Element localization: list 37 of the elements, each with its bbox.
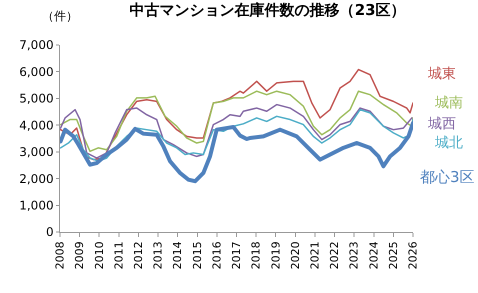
series-label: 都心3区 xyxy=(420,168,475,186)
y-tick-label: 0 xyxy=(46,225,54,240)
series-label: 城西 xyxy=(427,116,456,132)
line-series xyxy=(60,68,413,160)
chart-title: 中古マンション在庫件数の推移（23区） xyxy=(130,0,406,19)
line-series xyxy=(60,90,413,152)
x-tick-label: 2009 xyxy=(73,241,86,270)
y-tick-label: 5,000 xyxy=(19,92,54,106)
x-tick-label: 2021 xyxy=(308,241,322,270)
x-tick-label: 2013 xyxy=(152,241,165,270)
x-tick-label: 2018 xyxy=(250,241,263,270)
y-tick-label: 6,000 xyxy=(19,64,54,79)
x-tick-label: 2026 xyxy=(406,241,420,270)
x-tick-label: 2024 xyxy=(367,241,380,270)
x-tick-label: 2010 xyxy=(92,241,106,270)
x-tick-label: 2017 xyxy=(230,241,244,270)
y-tick-label: 1,000 xyxy=(19,198,54,212)
x-tick-label: 2022 xyxy=(328,241,342,270)
y-tick-label: 7,000 xyxy=(19,38,54,52)
x-tick-label: 2015 xyxy=(190,241,204,270)
x-tick-label: 2023 xyxy=(348,241,361,270)
x-tick-label: 2008 xyxy=(54,241,67,270)
x-tick-label: 2016 xyxy=(210,241,224,270)
series-label: 城南 xyxy=(434,95,463,111)
x-tick-label: 2012 xyxy=(132,241,146,270)
x-tick-label: 2014 xyxy=(171,241,184,270)
y-tick-label: 2,000 xyxy=(19,172,54,186)
series-label: 城東 xyxy=(427,66,456,82)
line-series xyxy=(60,121,413,184)
x-tick-label: 2020 xyxy=(288,241,302,270)
x-tick-label: 2011 xyxy=(112,241,126,270)
y-axis-title: （件） xyxy=(42,9,78,23)
series-label: 城北 xyxy=(434,135,463,151)
y-tick-label: 3,000 xyxy=(19,145,54,160)
x-tick-label: 2019 xyxy=(269,241,282,270)
y-tick-label: 4,000 xyxy=(19,118,54,132)
x-tick-label: 2025 xyxy=(386,241,400,270)
